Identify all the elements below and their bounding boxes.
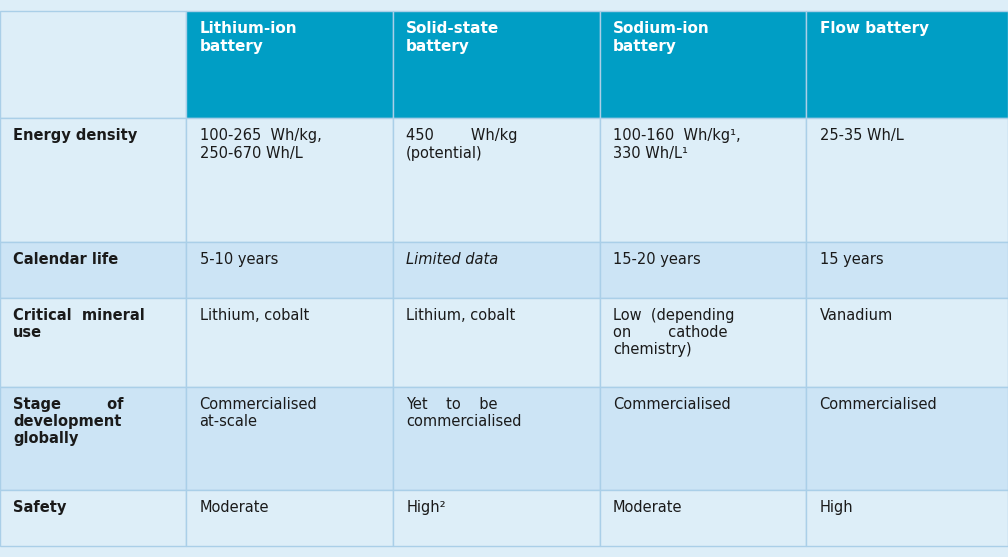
Bar <box>806 387 1008 490</box>
Text: Flow battery: Flow battery <box>820 21 928 36</box>
Text: High²: High² <box>406 500 446 515</box>
Bar <box>186 242 393 297</box>
Text: 100-265  Wh/kg,
250-670 Wh/L: 100-265 Wh/kg, 250-670 Wh/L <box>200 128 322 160</box>
Text: High: High <box>820 500 853 515</box>
Text: Low  (depending
on        cathode
chemistry): Low (depending on cathode chemistry) <box>613 307 735 358</box>
Bar <box>186 387 393 490</box>
Text: Limited data: Limited data <box>406 252 499 267</box>
Bar <box>806 297 1008 387</box>
Bar <box>393 297 600 387</box>
Text: Moderate: Moderate <box>613 500 682 515</box>
Bar <box>0 387 186 490</box>
Bar <box>186 11 393 118</box>
Text: Stage         of
development
globally: Stage of development globally <box>13 397 124 446</box>
Bar <box>0 118 186 242</box>
Bar <box>186 490 393 546</box>
Text: 15 years: 15 years <box>820 252 883 267</box>
Bar <box>186 118 393 242</box>
Text: Vanadium: Vanadium <box>820 307 893 323</box>
Bar <box>393 242 600 297</box>
Bar <box>600 242 806 297</box>
Bar <box>393 387 600 490</box>
Text: Commercialised
at-scale: Commercialised at-scale <box>200 397 318 429</box>
Text: Lithium, cobalt: Lithium, cobalt <box>406 307 515 323</box>
Text: Commercialised: Commercialised <box>613 397 731 412</box>
Text: Yet    to    be
commercialised: Yet to be commercialised <box>406 397 522 429</box>
Bar <box>600 490 806 546</box>
Bar <box>806 242 1008 297</box>
Text: Critical  mineral
use: Critical mineral use <box>13 307 145 340</box>
Bar <box>393 118 600 242</box>
Text: 15-20 years: 15-20 years <box>613 252 701 267</box>
Bar <box>393 11 600 118</box>
Text: Calendar life: Calendar life <box>13 252 118 267</box>
Text: Lithium, cobalt: Lithium, cobalt <box>200 307 308 323</box>
Text: Energy density: Energy density <box>13 128 137 143</box>
Bar <box>600 387 806 490</box>
Bar <box>0 242 186 297</box>
Bar <box>600 11 806 118</box>
Bar <box>806 11 1008 118</box>
Text: 100-160  Wh/kg¹,
330 Wh/L¹: 100-160 Wh/kg¹, 330 Wh/L¹ <box>613 128 741 160</box>
Text: Sodium-ion
battery: Sodium-ion battery <box>613 21 710 53</box>
Bar <box>806 490 1008 546</box>
Text: Safety: Safety <box>13 500 67 515</box>
Bar <box>600 118 806 242</box>
Bar <box>0 11 186 118</box>
Bar <box>0 490 186 546</box>
Bar <box>393 490 600 546</box>
Text: 5-10 years: 5-10 years <box>200 252 278 267</box>
Bar <box>186 297 393 387</box>
Text: Lithium-ion
battery: Lithium-ion battery <box>200 21 297 53</box>
Bar <box>806 118 1008 242</box>
Bar <box>0 297 186 387</box>
Text: 25-35 Wh/L: 25-35 Wh/L <box>820 128 903 143</box>
Text: Solid-state
battery: Solid-state battery <box>406 21 500 53</box>
Bar <box>600 297 806 387</box>
Text: 450        Wh/kg
(potential): 450 Wh/kg (potential) <box>406 128 518 160</box>
Text: Moderate: Moderate <box>200 500 269 515</box>
Text: Commercialised: Commercialised <box>820 397 937 412</box>
